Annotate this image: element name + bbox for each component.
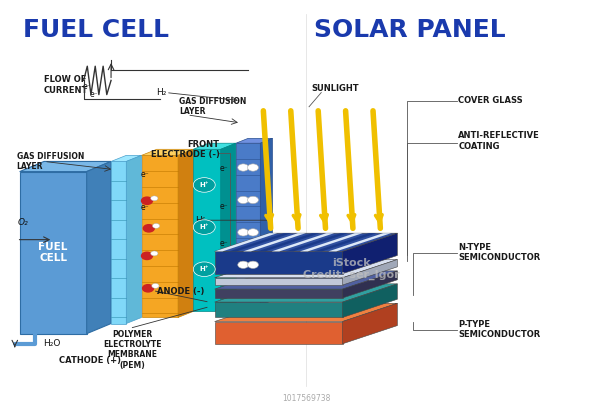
Text: e⁻: e⁻ <box>90 90 99 99</box>
Circle shape <box>141 252 152 259</box>
Polygon shape <box>272 233 334 251</box>
Polygon shape <box>215 233 397 251</box>
Polygon shape <box>257 233 320 251</box>
Circle shape <box>151 196 158 201</box>
Polygon shape <box>215 271 397 289</box>
Circle shape <box>152 224 160 228</box>
Text: e⁻: e⁻ <box>140 203 149 212</box>
Polygon shape <box>343 259 397 285</box>
Polygon shape <box>141 149 193 155</box>
Circle shape <box>238 164 248 171</box>
Text: ANTI-REFLECTIVE
COATING: ANTI-REFLECTIVE COATING <box>458 131 540 151</box>
Polygon shape <box>215 284 397 302</box>
Circle shape <box>151 251 158 256</box>
Circle shape <box>143 225 154 232</box>
Text: iStock
Credit: ser_Igor: iStock Credit: ser_Igor <box>304 258 400 280</box>
Circle shape <box>152 284 159 288</box>
Text: H⁺: H⁺ <box>200 182 209 188</box>
Polygon shape <box>343 271 397 298</box>
Circle shape <box>247 196 258 204</box>
Polygon shape <box>215 251 343 274</box>
Text: H⁺: H⁺ <box>200 266 209 272</box>
Text: FUEL CELL: FUEL CELL <box>23 18 169 42</box>
Polygon shape <box>329 233 391 251</box>
Text: GAS DIFFUSION
LAYER: GAS DIFFUSION LAYER <box>17 152 84 171</box>
Polygon shape <box>221 143 236 311</box>
Text: FRONT
ELECTRODE (-): FRONT ELECTRODE (-) <box>151 140 220 159</box>
Polygon shape <box>20 162 111 172</box>
Text: CATHODE (+): CATHODE (+) <box>59 355 121 364</box>
Text: e⁻: e⁻ <box>220 164 228 173</box>
Polygon shape <box>215 302 343 317</box>
Text: H₂: H₂ <box>156 88 166 97</box>
Circle shape <box>141 197 152 204</box>
Text: e⁻: e⁻ <box>220 202 228 211</box>
Polygon shape <box>343 233 397 274</box>
Polygon shape <box>215 289 343 298</box>
Text: e⁻: e⁻ <box>140 170 149 180</box>
Text: H₂O: H₂O <box>43 339 60 348</box>
Circle shape <box>247 261 258 268</box>
Circle shape <box>238 261 248 268</box>
Text: COVER GLASS: COVER GLASS <box>458 96 523 105</box>
Polygon shape <box>215 259 397 278</box>
Text: O₂: O₂ <box>17 218 28 227</box>
Polygon shape <box>343 284 397 317</box>
Text: GAS DIFFUSION
LAYER: GAS DIFFUSION LAYER <box>179 97 247 116</box>
Circle shape <box>193 177 215 192</box>
Text: POLYMER
ELECTROLYTE
MEMBRANE
(PEM): POLYMER ELECTROLYTE MEMBRANE (PEM) <box>103 330 162 370</box>
Circle shape <box>238 196 248 204</box>
Circle shape <box>193 262 215 277</box>
Circle shape <box>193 220 215 234</box>
Polygon shape <box>111 155 141 162</box>
Text: H⁺: H⁺ <box>200 224 209 230</box>
Text: FLOW OF
CURRENT: FLOW OF CURRENT <box>43 75 88 95</box>
Polygon shape <box>300 233 362 251</box>
Polygon shape <box>236 143 260 305</box>
Text: SOLAR PANEL: SOLAR PANEL <box>314 18 506 42</box>
Polygon shape <box>20 172 87 334</box>
Polygon shape <box>111 162 126 324</box>
Text: e⁻: e⁻ <box>220 239 228 248</box>
Polygon shape <box>343 303 397 344</box>
Text: N-TYPE
SEMICONDUCTOR: N-TYPE SEMICONDUCTOR <box>458 243 540 262</box>
Circle shape <box>143 285 154 292</box>
Polygon shape <box>215 303 397 322</box>
Polygon shape <box>126 155 141 324</box>
Polygon shape <box>141 155 178 317</box>
Polygon shape <box>236 138 272 143</box>
Text: BACK ELECTRODE (+): BACK ELECTRODE (+) <box>224 331 324 340</box>
Polygon shape <box>215 322 343 344</box>
Text: e⁻: e⁻ <box>83 82 91 91</box>
Text: H₂: H₂ <box>195 216 206 225</box>
Polygon shape <box>193 149 221 311</box>
Text: ANODE (-): ANODE (-) <box>157 287 204 296</box>
Polygon shape <box>314 233 377 251</box>
Text: P-TYPE
SEMICONDUCTOR: P-TYPE SEMICONDUCTOR <box>458 320 540 339</box>
Circle shape <box>247 164 258 171</box>
Polygon shape <box>215 278 343 285</box>
Polygon shape <box>229 233 291 251</box>
Text: 1017569738: 1017569738 <box>282 394 330 403</box>
Polygon shape <box>178 149 193 317</box>
Circle shape <box>247 229 258 236</box>
Polygon shape <box>260 138 272 305</box>
Polygon shape <box>286 233 348 251</box>
Polygon shape <box>215 233 277 251</box>
Polygon shape <box>193 143 236 149</box>
Text: FUEL
CELL: FUEL CELL <box>39 242 68 264</box>
Polygon shape <box>243 233 306 251</box>
Polygon shape <box>87 162 111 334</box>
Text: SUNLIGHT: SUNLIGHT <box>312 84 359 93</box>
Circle shape <box>238 229 248 236</box>
